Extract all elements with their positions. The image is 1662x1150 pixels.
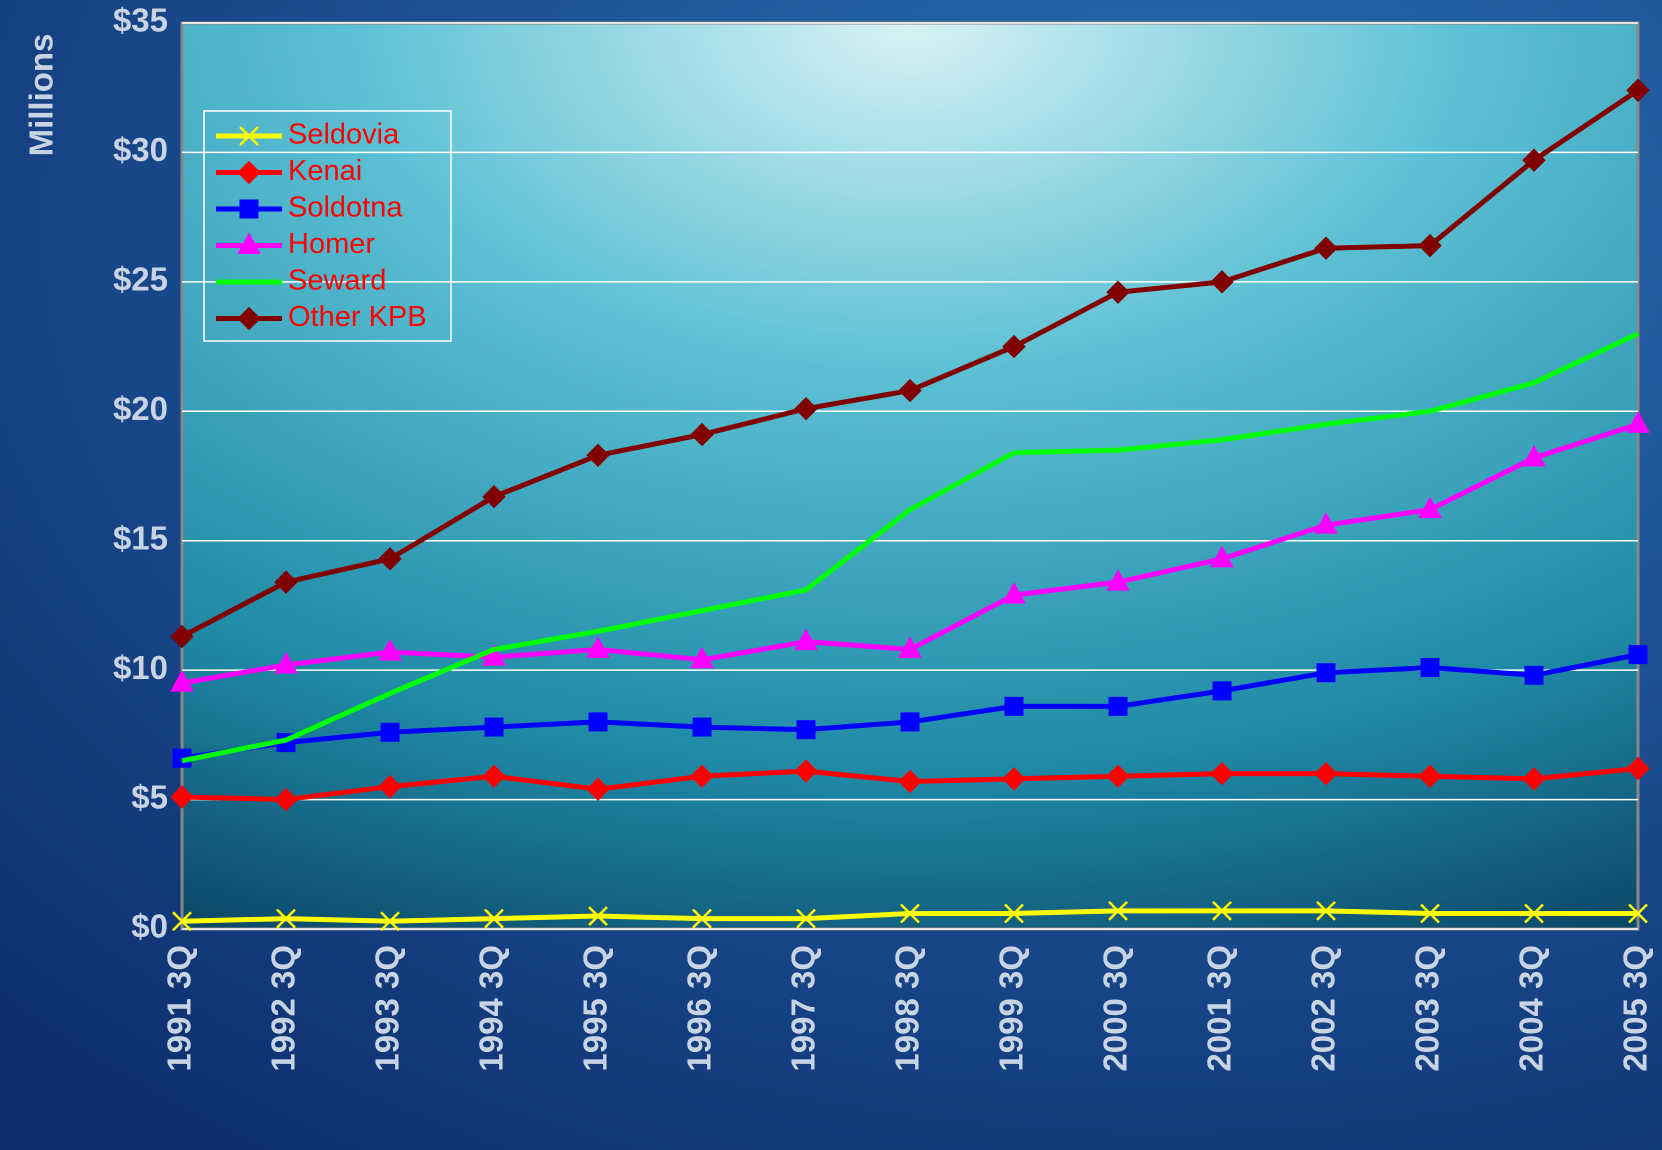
- marker: [485, 718, 503, 736]
- marker: [797, 721, 815, 739]
- marker: [1317, 664, 1335, 682]
- x-tick-label: 1993 3Q: [369, 945, 406, 1072]
- legend-label: Other KPB: [288, 301, 427, 333]
- chart: Millions Seldovia Kenai Soldotna Homer Sewar…: [0, 0, 1662, 1150]
- x-tick-label: 1992 3Q: [265, 945, 302, 1072]
- y-tick-label: $15: [113, 519, 168, 556]
- x-tick-label: 1994 3Q: [473, 945, 510, 1072]
- y-axis-title: Millions: [23, 34, 60, 157]
- x-tick-label: 2003 3Q: [1409, 945, 1446, 1072]
- marker: [1005, 697, 1023, 715]
- legend-label: Seldovia: [288, 119, 400, 151]
- marker: [693, 718, 711, 736]
- x-tick-label: 1997 3Q: [785, 945, 822, 1072]
- x-tick-label: 2005 3Q: [1617, 945, 1654, 1072]
- x-tick-label: 1999 3Q: [993, 945, 1030, 1072]
- x-tick-label: 2004 3Q: [1513, 945, 1550, 1072]
- legend-label: Homer: [288, 228, 375, 260]
- y-tick-label: $25: [113, 261, 168, 298]
- legend-label: Soldotna: [288, 192, 403, 224]
- x-tick-label: 2000 3Q: [1097, 945, 1134, 1072]
- x-tick-label: 1991 3Q: [161, 945, 198, 1072]
- marker: [1525, 666, 1543, 684]
- legend-label: Seward: [288, 265, 386, 297]
- y-tick-label: $20: [113, 390, 168, 427]
- y-tick-label: $5: [131, 778, 168, 815]
- marker: [901, 713, 919, 731]
- x-tick-label: 2001 3Q: [1201, 945, 1238, 1072]
- x-tick-label: 2002 3Q: [1305, 945, 1342, 1072]
- marker: [1421, 659, 1439, 677]
- marker: [1629, 646, 1647, 664]
- y-tick-label: $0: [131, 908, 168, 945]
- marker: [1213, 682, 1231, 700]
- marker: [1109, 697, 1127, 715]
- marker: [381, 723, 399, 741]
- marker: [589, 713, 607, 731]
- marker: [240, 200, 258, 218]
- y-tick-label: $35: [113, 2, 168, 39]
- x-tick-label: 1996 3Q: [681, 945, 718, 1072]
- x-tick-label: 1995 3Q: [577, 945, 614, 1072]
- legend-label: Kenai: [288, 155, 362, 187]
- y-tick-label: $30: [113, 131, 168, 168]
- x-tick-label: 1998 3Q: [889, 945, 926, 1072]
- y-tick-label: $10: [113, 649, 168, 686]
